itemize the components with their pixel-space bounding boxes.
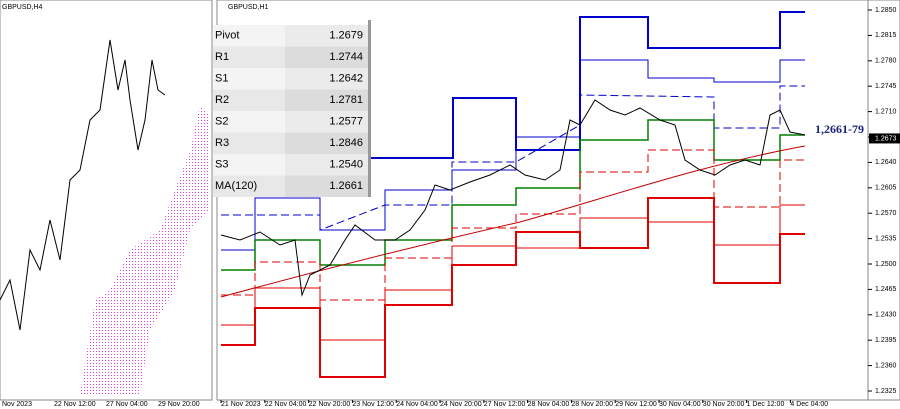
row-value: 1.2540 xyxy=(329,159,363,171)
row-label: R1 xyxy=(215,51,229,63)
x-tick-label: 24 Nov 04:00 xyxy=(396,401,438,408)
x-tick-label: 30 Nov 20:00 xyxy=(703,401,745,408)
y-tick-label: 1.2815 xyxy=(875,32,897,39)
table-row xyxy=(285,46,370,68)
row-label: S1 xyxy=(215,73,228,85)
row-value: 1.2577 xyxy=(329,116,363,128)
table-row xyxy=(213,89,285,111)
x-tick-label: 21 Nov 2023 xyxy=(221,401,261,408)
x-tick-label: Nov 2023 xyxy=(2,401,32,408)
table-row xyxy=(213,154,285,176)
row-value: 1.2679 xyxy=(329,30,363,42)
y-tick-label: 1.2780 xyxy=(875,58,897,65)
x-tick-label: 24 Nov 20:00 xyxy=(440,401,482,408)
pivot-table: Pivot 1.2679 R1 1.2744 S1 1.2642 R2 1.2781 S2 1.2… xyxy=(213,20,371,197)
table-row xyxy=(285,154,370,176)
table-row xyxy=(213,46,285,68)
table-row xyxy=(285,25,370,47)
x-tick-label: 29 Nov 20:00 xyxy=(158,401,200,408)
ichimoku-cloud xyxy=(80,105,210,395)
y-tick-label: 1.2640 xyxy=(875,159,897,166)
table-row xyxy=(285,68,370,90)
table-row xyxy=(213,111,285,133)
row-label: S2 xyxy=(215,116,228,128)
x-tick-label: 22 Nov 04:00 xyxy=(265,401,307,408)
x-tick-label: 4 Dec 04:00 xyxy=(790,401,828,408)
table-row xyxy=(285,111,370,133)
annotation: 1,2661-79 xyxy=(815,122,864,136)
y-tick-label: 1.2500 xyxy=(875,261,897,268)
x-tick-label: 28 Nov 04:00 xyxy=(528,401,570,408)
x-tick-label: 22 Nov 20:00 xyxy=(309,401,351,408)
row-label: MA(120) xyxy=(215,180,257,192)
axes: 1.28501.28151.27801.27451.27101.26751.26… xyxy=(2,7,900,408)
row-label: R2 xyxy=(215,94,229,106)
row-value: 1.2846 xyxy=(329,137,363,149)
x-tick-label: 22 Nov 12:00 xyxy=(54,401,96,408)
table-row xyxy=(285,89,370,111)
x-tick-label: 30 Nov 04:00 xyxy=(659,401,701,408)
row-value: 1.2744 xyxy=(329,51,363,63)
y-tick-label: 1.2605 xyxy=(875,185,897,192)
table-row xyxy=(285,175,370,197)
y-tick-label: 1.2465 xyxy=(875,286,897,293)
x-tick-label: 1 Dec 12:00 xyxy=(747,401,785,408)
x-tick-label: 29 Nov 12:00 xyxy=(615,401,657,408)
table-row xyxy=(213,68,285,90)
y-tick-label: 1.2745 xyxy=(875,83,897,90)
table-row xyxy=(213,132,285,154)
price-line xyxy=(0,39,166,331)
table-row xyxy=(213,175,285,197)
row-label: Pivot xyxy=(215,30,239,42)
y-tick-label: 1.2395 xyxy=(875,337,897,344)
x-tick-label: 23 Nov 12:00 xyxy=(352,401,394,408)
y-tick-label: 1.2570 xyxy=(875,210,897,217)
y-tick-label: 1.2360 xyxy=(875,362,897,369)
x-tick-label: 28 Nov 20:00 xyxy=(571,401,613,408)
y-tick-label: 1.2430 xyxy=(875,312,897,319)
row-label: S3 xyxy=(215,159,228,171)
right-title: GBPUSD,H1 xyxy=(228,4,269,11)
table-border xyxy=(368,20,371,197)
price-marker-label: 1.2673 xyxy=(875,135,897,142)
price-marker xyxy=(869,133,900,144)
row-value: 1.2661 xyxy=(329,180,363,192)
x-tick-label: 27 Nov 04:00 xyxy=(106,401,148,408)
row-value: 1.2642 xyxy=(329,73,363,85)
y-tick-label: 1.2325 xyxy=(875,388,897,395)
y-tick-label: 1.2850 xyxy=(875,7,897,14)
row-value: 1.2781 xyxy=(329,94,363,106)
price-line xyxy=(220,99,806,297)
y-tick-label: 1.2535 xyxy=(875,235,897,242)
row-label: R3 xyxy=(215,137,229,149)
left-title: GBPUSD,H4 xyxy=(2,4,43,11)
table-row xyxy=(213,25,285,47)
y-tick-label: 1.2710 xyxy=(875,108,897,115)
x-tick-label: 27 Nov 12:00 xyxy=(484,401,526,408)
table-row xyxy=(285,132,370,154)
